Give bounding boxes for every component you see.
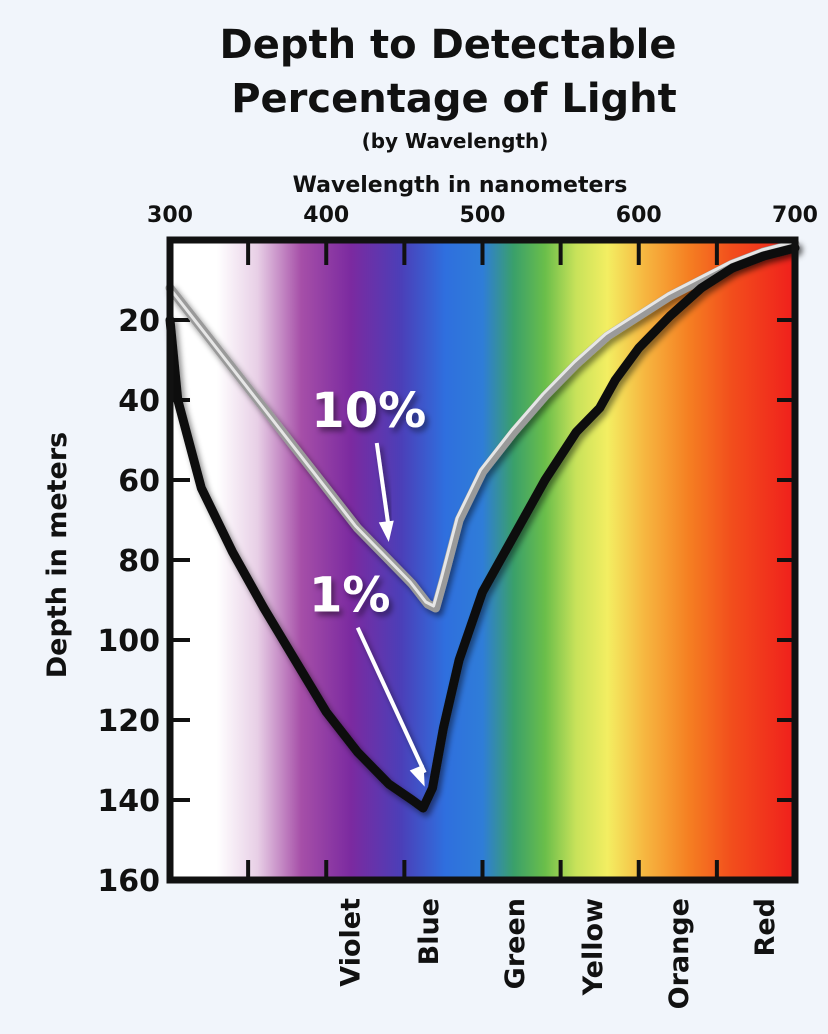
x-tick-label: 700: [772, 203, 818, 228]
color-band-label: Green: [500, 898, 531, 989]
chart-title-line2: Percentage of Light: [231, 76, 677, 122]
y-tick-label: 20: [118, 304, 160, 339]
x-tick-label: 400: [303, 203, 349, 228]
color-band-label: Orange: [664, 898, 695, 1009]
annotation-arrowhead: [409, 764, 425, 787]
spectrum-background: [170, 240, 795, 880]
y-tick-label: 60: [118, 464, 160, 499]
series-line-highlight: [166, 240, 794, 608]
color-band-label: Yellow: [578, 898, 609, 996]
annotation-label: 1%: [309, 568, 391, 624]
y-axis-label: Depth in meters: [42, 432, 73, 679]
y-tick-label: 120: [97, 704, 160, 739]
series-line-2: [165, 243, 800, 813]
chart-title-line1: Depth to Detectable: [220, 22, 677, 68]
y-tick-label: 100: [97, 624, 160, 659]
annotations: 10% 1%: [309, 383, 427, 787]
chart-subtitle: (by Wavelength): [362, 129, 549, 153]
annotation-arrow: [374, 442, 391, 529]
y-tick-label: 160: [97, 864, 160, 899]
x-tick-label: 300: [147, 203, 193, 228]
y-tick-label: 80: [118, 544, 160, 579]
color-band-label: Red: [750, 898, 781, 956]
x-tick-label: 600: [616, 203, 662, 228]
x-tick-label: 500: [460, 203, 506, 228]
plot-frame: [166, 236, 799, 884]
y-tick-label: 140: [97, 784, 160, 819]
axis-ticks: 300 400 500 600 700 20 40 60 80 100 120 140 160 Viole…: [97, 203, 818, 1009]
annotation-arrow: [355, 626, 427, 774]
data-lines: [165, 239, 800, 813]
annotation-label: 10%: [311, 383, 426, 439]
color-band-label: Blue: [414, 898, 445, 965]
annotation-arrowhead: [378, 520, 394, 542]
y-tick-label: 40: [118, 384, 160, 419]
x-axis-label: Wavelength in nanometers: [293, 173, 628, 198]
color-band-label: Violet: [336, 898, 367, 987]
